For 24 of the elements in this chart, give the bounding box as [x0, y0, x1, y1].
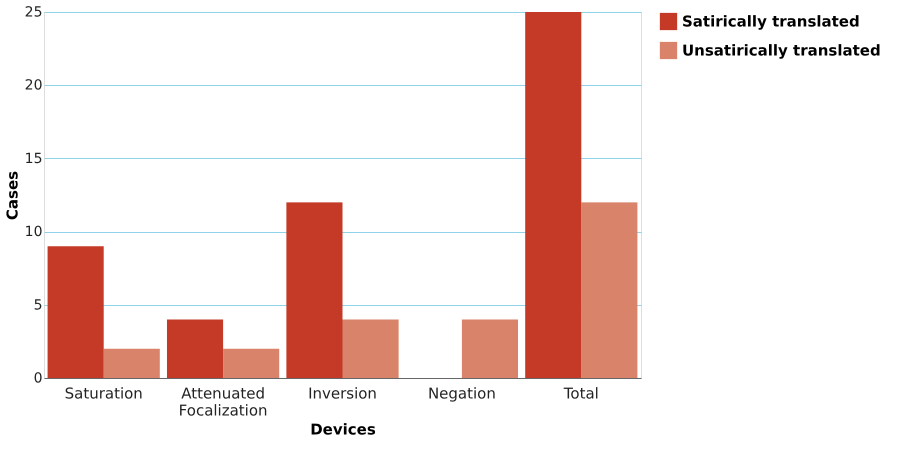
x-axis-title: Devices: [310, 420, 376, 438]
y-tick-label: 15: [24, 150, 42, 167]
bar: [286, 202, 342, 378]
bar: [581, 202, 638, 378]
y-tick-label: 10: [24, 224, 42, 240]
y-tick-label: 0: [34, 370, 42, 386]
y-axis-title: Cases: [4, 170, 22, 220]
x-tick-label: Inversion: [308, 384, 377, 402]
bar: [104, 348, 160, 378]
bar: [166, 319, 224, 378]
y-tick-label: 5: [34, 297, 42, 314]
x-tick-label: Attenuated Focalization: [178, 384, 268, 420]
bar: [223, 348, 280, 378]
bar: [462, 319, 518, 378]
legend-label: Satirically translated: [682, 12, 860, 30]
x-tick-label: Total: [562, 384, 599, 402]
y-tick-label: 25: [24, 4, 42, 20]
x-tick-label: Negation: [428, 384, 496, 402]
bar: [525, 12, 582, 378]
y-tick-label: 20: [24, 78, 42, 94]
legend-label: Unsatirically translated: [682, 42, 881, 60]
bar: [48, 246, 104, 378]
x-tick-label: Saturation: [64, 384, 143, 402]
bar: [342, 319, 399, 378]
